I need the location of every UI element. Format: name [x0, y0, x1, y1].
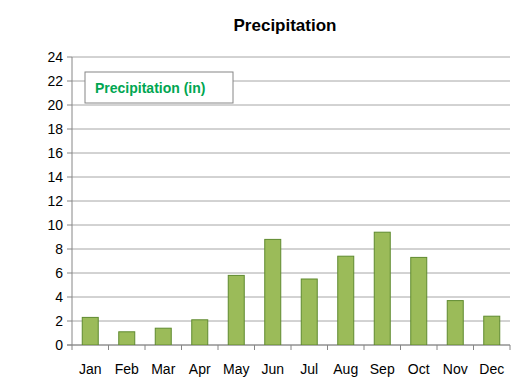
- y-tick: [67, 81, 72, 82]
- y-tick: [67, 153, 72, 154]
- y-tick-label: 16: [47, 145, 63, 161]
- grid-line: [72, 249, 510, 250]
- y-tick-label: 14: [47, 169, 63, 185]
- bar: [374, 232, 390, 345]
- y-tick-label: 0: [55, 337, 63, 353]
- bar: [338, 256, 354, 345]
- x-tick-label: Jan: [79, 361, 102, 377]
- chart-title: Precipitation: [234, 16, 337, 35]
- grid-line: [72, 129, 510, 130]
- grid-line: [72, 201, 510, 202]
- x-tick: [400, 345, 401, 350]
- y-tick: [67, 297, 72, 298]
- x-tick: [291, 345, 292, 350]
- legend-label: Precipitation (in): [95, 80, 205, 96]
- chart-container: Precipitation024681012141618202224JanFeb…: [0, 0, 529, 389]
- bar: [411, 257, 427, 345]
- grid-line: [72, 177, 510, 178]
- y-tick-label: 8: [55, 241, 63, 257]
- y-tick-label: 24: [47, 49, 63, 65]
- x-tick-label: Apr: [189, 361, 211, 377]
- x-tick-label: Feb: [115, 361, 139, 377]
- chart-svg: Precipitation024681012141618202224JanFeb…: [0, 0, 529, 389]
- y-tick: [67, 57, 72, 58]
- legend-box: [85, 72, 233, 103]
- y-tick-label: 10: [47, 217, 63, 233]
- y-tick: [67, 129, 72, 130]
- bar: [155, 328, 171, 345]
- bar: [228, 275, 244, 345]
- x-tick: [145, 345, 146, 350]
- grid-line: [72, 153, 510, 154]
- grid-line: [72, 297, 510, 298]
- x-tick: [218, 345, 219, 350]
- x-tick-label: Oct: [408, 361, 430, 377]
- grid-line: [72, 321, 510, 322]
- bar: [301, 279, 317, 345]
- x-tick: [473, 345, 474, 350]
- grid-line: [72, 225, 510, 226]
- x-tick-label: Jun: [261, 361, 284, 377]
- bar: [119, 332, 135, 345]
- y-tick: [67, 225, 72, 226]
- x-tick: [510, 345, 511, 350]
- y-tick: [67, 321, 72, 322]
- x-tick-label: Sep: [370, 361, 395, 377]
- grid-line: [72, 105, 510, 106]
- y-tick-label: 20: [47, 97, 63, 113]
- bars: [82, 232, 500, 345]
- x-tick-label: Nov: [443, 361, 468, 377]
- grid-line: [72, 57, 510, 58]
- bar: [484, 316, 500, 345]
- y-tick-label: 4: [55, 289, 63, 305]
- y-axis: [72, 57, 73, 345]
- x-tick-label: Jul: [300, 361, 318, 377]
- legend: Precipitation (in): [85, 72, 233, 103]
- x-tick-label: Mar: [151, 361, 175, 377]
- y-tick: [67, 177, 72, 178]
- x-tick: [437, 345, 438, 350]
- y-tick-label: 22: [47, 73, 63, 89]
- x-tick: [72, 345, 73, 350]
- y-tick-label: 6: [55, 265, 63, 281]
- x-tick-label: May: [223, 361, 249, 377]
- x-tick: [327, 345, 328, 350]
- grid: [67, 57, 510, 345]
- x-tick-label: Aug: [333, 361, 358, 377]
- x-tick: [364, 345, 365, 350]
- bar: [265, 239, 281, 345]
- grid-line: [72, 273, 510, 274]
- bar: [192, 320, 208, 345]
- x-tick: [254, 345, 255, 350]
- bar: [82, 317, 98, 345]
- y-tick: [67, 273, 72, 274]
- y-tick: [67, 201, 72, 202]
- y-tick: [67, 249, 72, 250]
- y-tick-label: 18: [47, 121, 63, 137]
- x-tick: [181, 345, 182, 350]
- x-tick-label: Dec: [479, 361, 504, 377]
- x-tick: [108, 345, 109, 350]
- y-tick-label: 12: [47, 193, 63, 209]
- y-tick: [67, 105, 72, 106]
- bar: [447, 301, 463, 345]
- y-tick-label: 2: [55, 313, 63, 329]
